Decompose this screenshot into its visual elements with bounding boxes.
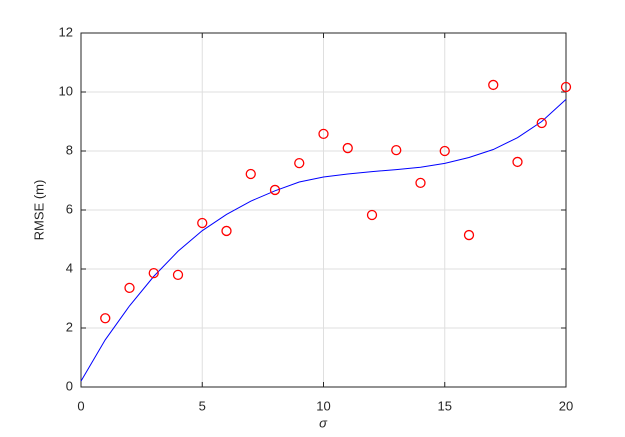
y-axis-label: RMSE (m) <box>31 180 46 241</box>
y-tick-label: 8 <box>66 142 73 157</box>
y-tick-label: 10 <box>59 83 73 98</box>
x-tick-label: 15 <box>438 398 452 413</box>
plot-frame <box>80 32 567 388</box>
data-point <box>560 81 572 93</box>
data-point <box>245 168 256 180</box>
data-point <box>269 184 281 196</box>
y-tick-label: 2 <box>66 319 73 334</box>
y-tick-label: 0 <box>66 378 73 393</box>
data-point <box>221 225 232 237</box>
data-point <box>124 282 135 294</box>
data-point <box>342 142 353 154</box>
fit-line <box>80 99 567 382</box>
data-point <box>366 209 378 221</box>
x-tick-label: 5 <box>199 398 206 413</box>
data-point <box>100 313 111 324</box>
y-tick-label: 6 <box>66 201 73 216</box>
y-tick-label: 12 <box>59 24 73 39</box>
x-tick-label: 10 <box>316 398 330 413</box>
data-point <box>318 128 329 140</box>
y-tick-label: 4 <box>66 260 73 275</box>
data-point <box>536 117 547 129</box>
data-point <box>391 144 402 156</box>
data-point <box>463 229 475 241</box>
data-point <box>415 177 426 189</box>
data-point <box>294 157 305 169</box>
data-point <box>488 79 499 91</box>
x-tick-label: 20 <box>559 398 573 413</box>
data-point <box>512 156 523 168</box>
data-point <box>439 145 450 157</box>
data-point <box>197 217 208 229</box>
data-point <box>172 269 184 281</box>
data-point <box>148 267 159 279</box>
x-tick-label: 0 <box>77 398 84 413</box>
x-axis-label: σ <box>319 415 328 430</box>
